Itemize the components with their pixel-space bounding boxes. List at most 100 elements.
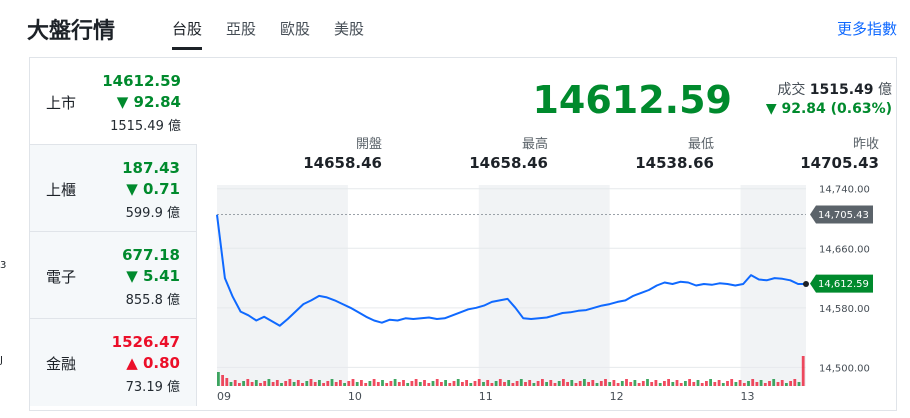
volume-bar	[482, 382, 485, 386]
volume-bar	[402, 380, 405, 386]
sidebar-item-twse[interactable]: 上市 14612.59 ▼ 92.84 1515.49 億	[30, 58, 197, 145]
volume-bar	[322, 383, 325, 386]
volume-bar	[583, 379, 586, 386]
stat-value: 14705.43	[800, 154, 879, 172]
volume-bar	[351, 379, 355, 386]
volume-bar	[292, 382, 296, 386]
volume-bar	[435, 379, 439, 386]
x-tick-label: 13	[741, 390, 755, 403]
volume-bar	[705, 381, 708, 386]
current-index-change: ▼ 92.84 (0.63%)	[765, 101, 892, 117]
volume-bar	[280, 383, 283, 386]
last-price-tag-label: 14,612.59	[818, 279, 869, 290]
volume-bar	[776, 382, 780, 386]
stat-prev-close: 昨收 14705.43	[800, 133, 879, 172]
sidebar-item-otc[interactable]: 上櫃 187.43 ▼ 0.71 599.9 億	[30, 145, 197, 232]
volume-bar	[742, 383, 746, 386]
volume-bar	[557, 381, 561, 386]
volume-bar	[519, 379, 523, 386]
tab-europe[interactable]: 歐股	[280, 20, 311, 38]
stat-low: 最低 14538.66	[635, 133, 714, 172]
volume-bar	[477, 379, 481, 386]
tab-taiwan[interactable]: 台股	[172, 18, 203, 50]
volume-bar	[431, 381, 435, 386]
volume-bar	[418, 382, 422, 386]
volume-bar	[738, 380, 742, 386]
volume-bar	[263, 381, 267, 386]
volume-bar	[313, 382, 317, 386]
volume-bar	[587, 382, 590, 386]
volume-bar	[330, 379, 334, 386]
volume-bar	[612, 380, 616, 386]
market-panel	[29, 57, 897, 411]
index-change-value: 0.71	[142, 180, 180, 198]
sidebar-item-label: 電子	[46, 268, 77, 286]
volume-bar	[747, 381, 750, 386]
market-tabs: 台股 亞股 歐股 美股	[172, 18, 364, 50]
tab-asia[interactable]: 亞股	[226, 20, 257, 38]
index-volume: 73.19 億	[125, 380, 180, 395]
volume-bar	[591, 380, 595, 386]
volume-bar	[726, 381, 729, 386]
volume-bar	[717, 380, 721, 386]
stat-open: 開盤 14658.46	[303, 133, 382, 172]
volume-bar	[532, 383, 536, 386]
volume-bar	[789, 381, 792, 386]
price-line	[216, 214, 806, 327]
sidebar-item-label: 上市	[46, 94, 77, 112]
volume-bar	[574, 383, 578, 386]
volume-bar	[663, 381, 666, 386]
index-change-value: 0.80	[142, 354, 180, 372]
volume-bar	[654, 380, 658, 386]
up-arrow-icon: ▲	[126, 354, 143, 372]
volume-bar	[259, 383, 262, 386]
index-volume: 1515.49 億	[110, 119, 181, 134]
volume-bar	[452, 381, 456, 386]
volume-bar	[385, 383, 389, 386]
volume-bar	[646, 379, 649, 386]
volume-bar	[549, 380, 553, 386]
volume-bar	[650, 382, 654, 386]
volume-bar	[759, 380, 763, 386]
volume-bar	[684, 381, 687, 386]
volume-bar	[423, 380, 426, 386]
volume-bar	[780, 380, 784, 386]
volume-bar	[671, 382, 675, 386]
volume-bar	[406, 383, 410, 386]
volume-bar	[250, 382, 254, 386]
sidebar-item-electronics[interactable]: 電子 677.18 ▼ 5.41 855.8 億	[30, 232, 197, 319]
tab-us[interactable]: 美股	[334, 20, 365, 38]
volume-bar	[334, 382, 338, 386]
x-tick-label: 12	[610, 390, 624, 403]
volume-bar	[515, 381, 519, 386]
volume-bar	[410, 381, 414, 386]
volume-bar	[507, 380, 511, 386]
volume-bar	[553, 383, 557, 386]
index-price: 187.43	[122, 159, 180, 177]
volume-bar	[679, 383, 683, 386]
last-price-dot	[803, 281, 809, 288]
volume-bar	[364, 383, 368, 386]
volume-bar	[608, 382, 612, 386]
volume-bar	[641, 381, 645, 386]
volume-bar	[301, 383, 304, 386]
sidebar-item-label: 金融	[46, 355, 77, 373]
volume-bar	[440, 382, 443, 386]
volume-bar	[469, 383, 473, 386]
volume-bar	[473, 381, 477, 386]
volume-bar	[730, 379, 734, 386]
more-indices-link[interactable]: 更多指數	[836, 20, 897, 38]
volume-bar	[233, 380, 237, 386]
volume-bar	[318, 380, 321, 386]
volume-bar	[713, 382, 717, 386]
volume-bar	[465, 380, 468, 386]
x-tick-label: 10	[348, 390, 362, 403]
index-change-value: 5.41	[142, 267, 180, 285]
volume-bar	[570, 380, 574, 386]
session-band	[740, 185, 806, 386]
current-index-price: 14612.59	[532, 78, 732, 122]
volume-unit: 億	[878, 82, 892, 98]
sidebar-item-finance[interactable]: 金融 1526.47 ▲ 0.80 73.19 億	[30, 319, 197, 406]
y-tick-label: 14,580.00	[819, 304, 870, 315]
y-tick-label: 14,740.00	[819, 185, 870, 196]
